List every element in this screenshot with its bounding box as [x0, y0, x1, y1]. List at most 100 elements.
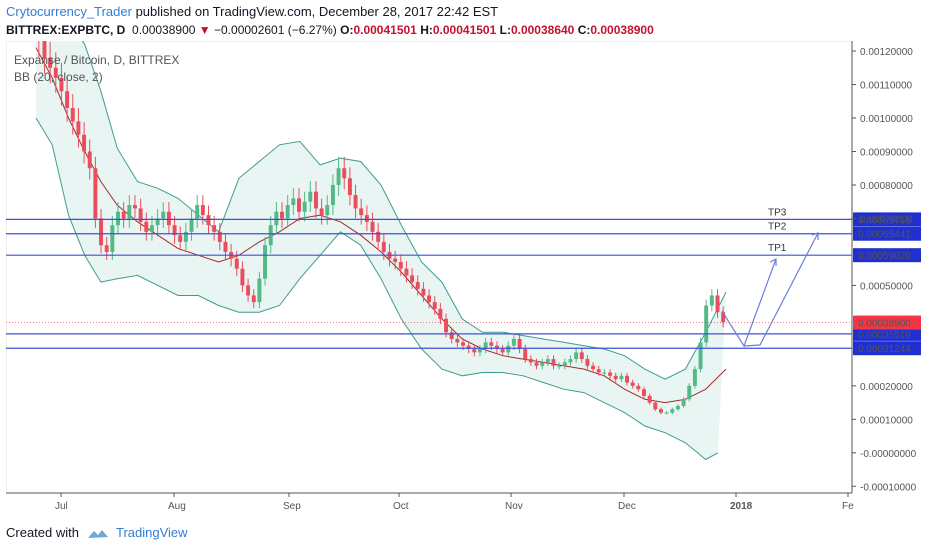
- candle-body: [568, 359, 573, 363]
- candle-body: [342, 168, 347, 179]
- candle-body: [302, 201, 307, 212]
- candle-body: [692, 369, 697, 386]
- tradingview-logo-icon: [87, 528, 109, 540]
- footer: Created with TradingView: [6, 525, 188, 540]
- candle-body: [630, 382, 635, 386]
- x-tick-label: Jul: [55, 501, 68, 512]
- candle-body: [523, 349, 528, 360]
- level-price-tag: [853, 248, 921, 263]
- bb-upper-band: [35, 13, 727, 380]
- last-price-tag: [853, 315, 921, 330]
- candle-body: [664, 412, 669, 414]
- price-chart[interactable]: TP3 0.00069716 TP2 0.00065441 TP1 0.00059029 0…: [5, 13, 926, 515]
- candle-body: [116, 211, 120, 226]
- candle-body: [70, 107, 75, 122]
- chart-area[interactable]: TP3 0.00069716 TP2 0.00065441 TP1 0.00059029 0…: [5, 13, 926, 515]
- candle-body: [121, 211, 126, 219]
- close-label: C:: [577, 23, 591, 37]
- candle-body: [206, 215, 211, 226]
- last-price-tag-text: 0.00038900: [858, 319, 911, 330]
- candle-body: [579, 352, 584, 360]
- candle-body: [619, 375, 624, 380]
- quote-line: BITTREX:EXPBTC, D 0.00038900 ▼ −0.000026…: [6, 23, 654, 37]
- level-price-tag: [853, 341, 921, 356]
- y-tick-label: 0.00110000: [860, 81, 913, 92]
- y-tick-label: -0.00000000: [860, 449, 917, 460]
- candle-body: [551, 359, 556, 366]
- candle-body: [217, 231, 222, 242]
- candle-body: [415, 282, 420, 289]
- candle-body: [574, 352, 579, 360]
- candle-body: [653, 402, 658, 410]
- candle-body: [421, 288, 426, 296]
- candle-body: [246, 285, 251, 296]
- candle-body: [138, 208, 143, 222]
- author-link[interactable]: Crytocurrency_Trader: [6, 4, 132, 19]
- candle-body: [608, 372, 613, 376]
- indicator-legend: BB (20, close, 2): [14, 70, 103, 84]
- candle-body: [257, 278, 262, 303]
- candle-body: [675, 405, 680, 410]
- candle-body: [364, 215, 369, 222]
- created-with-label: Created with: [6, 525, 79, 540]
- candle-body: [715, 295, 720, 313]
- candle-body: [76, 121, 81, 135]
- candle-body: [93, 168, 98, 219]
- candle-body: [285, 205, 290, 219]
- level-price-tag-text: 0.00059029: [858, 251, 911, 262]
- x-tick-label: Dec: [618, 501, 636, 512]
- candle-body: [625, 375, 630, 383]
- candle-body: [472, 349, 477, 353]
- level-price-tag: [853, 212, 921, 227]
- high-value: 0.00041501: [432, 23, 497, 37]
- candle-body: [308, 191, 313, 202]
- high-label: H:: [420, 23, 433, 37]
- candle-body: [59, 77, 64, 92]
- candle-body: [681, 399, 686, 406]
- y-tick-label: 0.00050000: [860, 281, 913, 292]
- x-tick-label: Aug: [168, 501, 186, 512]
- level-price-tag-text: 0.00035519: [858, 330, 911, 341]
- low-label: L:: [499, 23, 511, 37]
- candle-body: [144, 221, 149, 232]
- publish-info: published on TradingView.com, December 2…: [131, 4, 499, 19]
- candle-body: [483, 342, 488, 350]
- tradingview-brand-link[interactable]: TradingView: [116, 525, 188, 540]
- last-price: 0.00038900: [132, 23, 196, 37]
- candle-body: [528, 359, 533, 363]
- candle-body: [42, 41, 47, 58]
- y-tick-label: -0.00010000: [860, 482, 917, 493]
- candle-body: [698, 342, 703, 370]
- x-tick-label: Oct: [393, 501, 409, 512]
- candle-body: [376, 231, 381, 242]
- level-price-tag: [853, 326, 921, 341]
- candle-body: [534, 362, 539, 366]
- candle-body: [721, 312, 726, 323]
- candle-body: [353, 195, 358, 209]
- candle-body: [444, 318, 449, 333]
- candle-body: [647, 395, 652, 403]
- projection-arrow-2: [743, 232, 819, 347]
- candle-body: [200, 205, 205, 216]
- x-tick-label: Nov: [505, 501, 523, 512]
- candle-body: [336, 168, 341, 185]
- candle-body: [613, 375, 618, 380]
- candle-body: [494, 345, 499, 350]
- candle-body: [489, 342, 494, 346]
- candle-body: [291, 198, 296, 206]
- candle-body: [347, 178, 352, 196]
- candle-body: [319, 208, 324, 216]
- level-label-tp2: TP2: [768, 222, 787, 233]
- candle-body: [393, 258, 398, 262]
- candle-body: [189, 218, 194, 232]
- chart-legend-title: Expanse / Bitcoin, D, BITTREX: [14, 53, 180, 67]
- candle-body: [149, 225, 154, 232]
- candle-body: [274, 211, 279, 226]
- bb-lower-band: [35, 117, 719, 461]
- candle-body: [99, 218, 104, 246]
- change-arrow-icon: ▼: [198, 23, 211, 37]
- symbol-label: BITTREX:EXPBTC, D: [6, 23, 126, 37]
- candle-body: [404, 268, 409, 276]
- level-label-tp1: TP1: [768, 243, 787, 254]
- arrowhead-tp1-icon: [769, 258, 777, 266]
